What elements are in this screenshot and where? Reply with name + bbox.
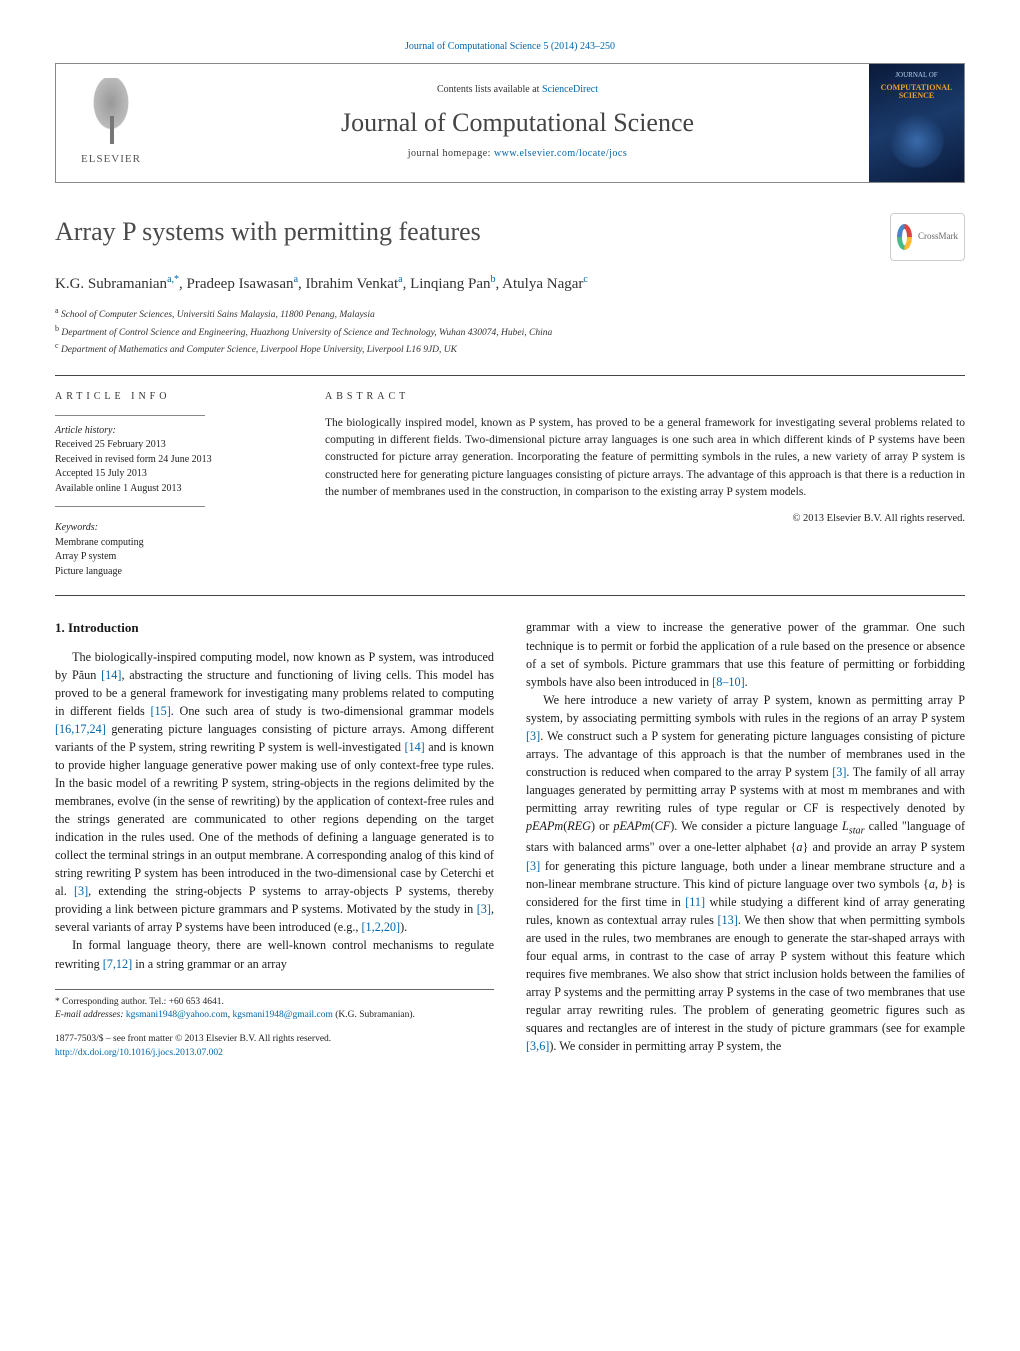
article-title: Array P systems with permitting features: [55, 213, 481, 251]
header-center: Contents lists available at ScienceDirec…: [166, 83, 869, 162]
header-journal-ref: Journal of Computational Science 5 (2014…: [55, 40, 965, 55]
email-link-2[interactable]: kgsmani1948@gmail.com: [233, 1010, 333, 1020]
cover-title: COMPUTATIONAL SCIENCE: [873, 84, 960, 102]
keyword: Picture language: [55, 565, 285, 580]
homepage-link[interactable]: www.elsevier.com/locate/jocs: [494, 148, 627, 159]
history-item: Received in revised form 24 June 2013: [55, 453, 285, 468]
contents-prefix: Contents lists available at: [437, 84, 542, 95]
crossmark-ring-icon: [897, 224, 912, 250]
body-two-column: 1. Introduction The biologically-inspire…: [55, 618, 965, 1060]
doi-link[interactable]: http://dx.doi.org/10.1016/j.jocs.2013.07…: [55, 1048, 223, 1058]
authors-line: K.G. Subramaniana,*, Pradeep Isawasana, …: [55, 273, 965, 296]
affil-text: School of Computer Sciences, Universiti …: [61, 310, 375, 320]
sciencedirect-link[interactable]: ScienceDirect: [542, 84, 598, 95]
affiliation-c: c Department of Mathematics and Computer…: [55, 340, 965, 357]
history-item: Available online 1 August 2013: [55, 482, 285, 497]
crossmark-label: CrossMark: [918, 230, 958, 243]
journal-cover-thumb: JOURNAL OF COMPUTATIONAL SCIENCE: [869, 64, 964, 182]
corresponding-author: * Corresponding author. Tel.: +60 653 46…: [55, 996, 494, 1009]
cover-supertitle: JOURNAL OF: [895, 70, 937, 80]
section-heading-intro: 1. Introduction: [55, 618, 494, 637]
cover-art-icon: [887, 111, 947, 171]
article-meta-row: ARTICLE INFO Article history: Received 2…: [55, 375, 965, 596]
footnotes-block: * Corresponding author. Tel.: +60 653 46…: [55, 989, 494, 1023]
email-owner: (K.G. Subramanian).: [335, 1010, 415, 1020]
history-item: Accepted 15 July 2013: [55, 467, 285, 482]
affiliation-a: a School of Computer Sciences, Universit…: [55, 305, 965, 322]
publisher-logo: ELSEVIER: [56, 64, 166, 182]
abstract-heading: ABSTRACT: [325, 390, 965, 405]
intro-para-2: In formal language theory, there are wel…: [55, 936, 494, 972]
keyword: Membrane computing: [55, 536, 285, 551]
homepage-prefix: journal homepage:: [408, 148, 494, 159]
journal-name: Journal of Computational Science: [166, 104, 869, 142]
history-item: Received 25 February 2013: [55, 438, 285, 453]
col2-para-1: grammar with a view to increase the gene…: [526, 618, 965, 690]
elsevier-tree-icon: [81, 78, 141, 148]
contents-list-line: Contents lists available at ScienceDirec…: [166, 83, 869, 98]
abstract-block: ABSTRACT The biologically inspired model…: [325, 390, 965, 579]
intro-para-1: The biologically-inspired computing mode…: [55, 648, 494, 937]
keywords-label: Keywords:: [55, 521, 285, 536]
front-matter-block: 1877-7503/$ – see front matter © 2013 El…: [55, 1032, 494, 1060]
issn-line: 1877-7503/$ – see front matter © 2013 El…: [55, 1032, 494, 1046]
abstract-copyright: © 2013 Elsevier B.V. All rights reserved…: [325, 511, 965, 526]
email-addresses: E-mail addresses: kgsmani1948@yahoo.com,…: [55, 1009, 494, 1022]
article-info-block: ARTICLE INFO Article history: Received 2…: [55, 390, 285, 579]
emails-label: E-mail addresses:: [55, 1010, 126, 1020]
crossmark-badge[interactable]: CrossMark: [890, 213, 965, 261]
affil-text: Department of Mathematics and Computer S…: [61, 345, 457, 355]
history-label: Article history:: [55, 424, 285, 439]
col2-para-2: We here introduce a new variety of array…: [526, 691, 965, 1055]
article-info-heading: ARTICLE INFO: [55, 390, 285, 405]
email-link-1[interactable]: kgsmani1948@yahoo.com: [126, 1010, 228, 1020]
publisher-name: ELSEVIER: [81, 152, 141, 168]
affiliation-b: b Department of Control Science and Engi…: [55, 323, 965, 340]
abstract-text: The biologically inspired model, known a…: [325, 415, 965, 501]
keyword: Array P system: [55, 550, 285, 565]
journal-header-bar: ELSEVIER Contents lists available at Sci…: [55, 63, 965, 183]
affil-text: Department of Control Science and Engine…: [61, 328, 552, 338]
affiliations: a School of Computer Sciences, Universit…: [55, 305, 965, 357]
journal-homepage-line: journal homepage: www.elsevier.com/locat…: [166, 147, 869, 162]
